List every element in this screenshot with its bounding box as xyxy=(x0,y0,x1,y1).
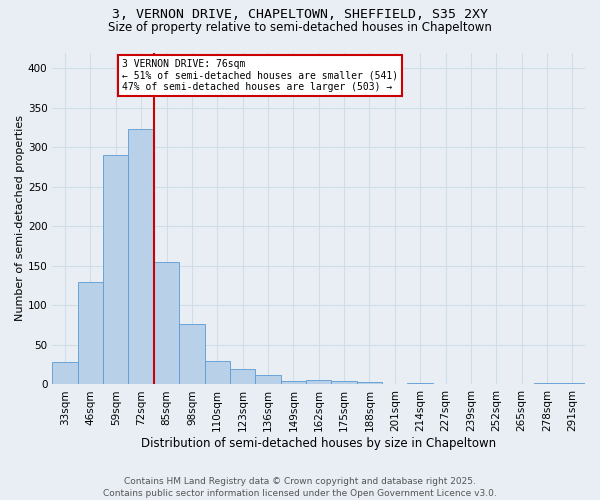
Bar xyxy=(281,380,306,384)
Text: Size of property relative to semi-detached houses in Chapeltown: Size of property relative to semi-detach… xyxy=(108,21,492,34)
Bar xyxy=(255,375,281,384)
Bar xyxy=(205,360,230,384)
Bar xyxy=(128,129,154,384)
Bar xyxy=(560,383,585,384)
Bar xyxy=(179,324,205,384)
Bar xyxy=(230,370,255,384)
Bar xyxy=(78,282,103,385)
Text: 3, VERNON DRIVE, CHAPELTOWN, SHEFFIELD, S35 2XY: 3, VERNON DRIVE, CHAPELTOWN, SHEFFIELD, … xyxy=(112,8,488,20)
Bar xyxy=(103,155,128,384)
Bar xyxy=(331,380,357,384)
Text: Contains HM Land Registry data © Crown copyright and database right 2025.
Contai: Contains HM Land Registry data © Crown c… xyxy=(103,476,497,498)
Text: 3 VERNON DRIVE: 76sqm
← 51% of semi-detached houses are smaller (541)
47% of sem: 3 VERNON DRIVE: 76sqm ← 51% of semi-deta… xyxy=(122,59,398,92)
Y-axis label: Number of semi-detached properties: Number of semi-detached properties xyxy=(15,116,25,322)
Bar xyxy=(534,383,560,384)
Bar xyxy=(306,380,331,384)
Bar xyxy=(357,382,382,384)
Bar xyxy=(52,362,78,384)
Bar xyxy=(154,262,179,384)
X-axis label: Distribution of semi-detached houses by size in Chapeltown: Distribution of semi-detached houses by … xyxy=(141,437,496,450)
Bar xyxy=(407,383,433,384)
